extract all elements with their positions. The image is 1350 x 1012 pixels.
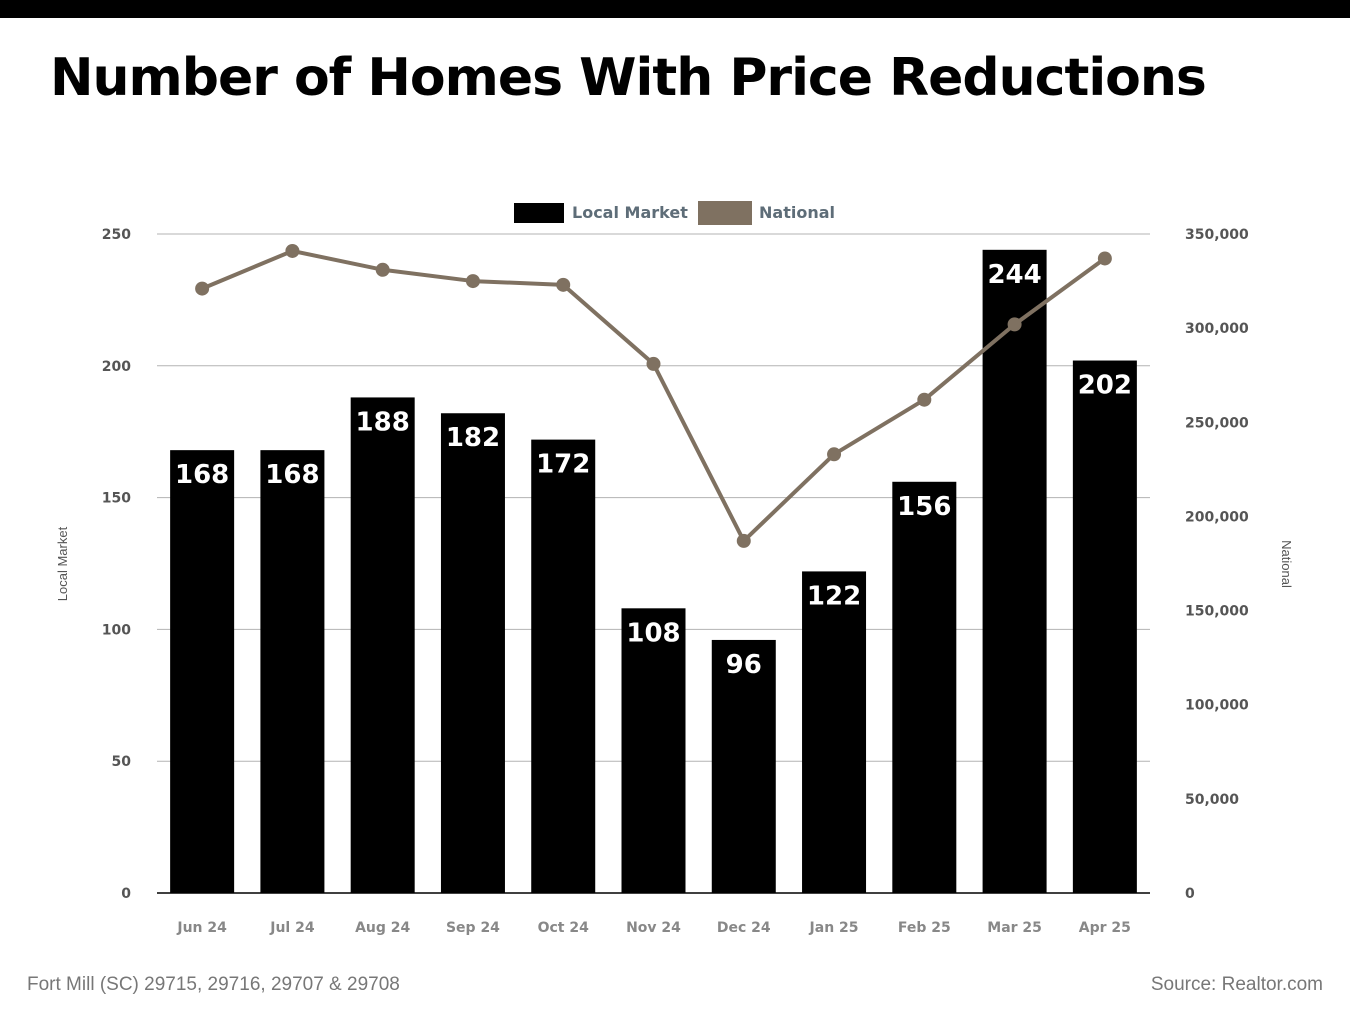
- bar-data-label: 182: [446, 423, 500, 453]
- bar-data-label: 108: [626, 618, 680, 648]
- bar-data-label: 188: [356, 407, 410, 437]
- x-tick-label: Dec 24: [717, 920, 771, 936]
- national-point: [375, 262, 390, 277]
- bar-data-label: 122: [807, 581, 861, 611]
- y2-tick-label: 0: [1185, 886, 1195, 902]
- bar-data-label: 156: [897, 492, 951, 522]
- x-tick-label: Jan 25: [809, 920, 859, 936]
- y-tick-label: 250: [102, 227, 131, 243]
- y2-axis-title: National: [1279, 540, 1294, 588]
- bar: [170, 450, 235, 893]
- legend-swatch-national: [698, 201, 752, 225]
- chart-title: Number of Homes With Price Reductions: [50, 48, 1207, 108]
- national-point: [827, 447, 842, 462]
- x-tick-label: Oct 24: [538, 920, 590, 936]
- national-point: [646, 356, 661, 371]
- bar: [802, 571, 867, 893]
- national-point: [1097, 251, 1112, 266]
- national-point: [285, 243, 300, 258]
- x-tick-label: Mar 25: [987, 920, 1042, 936]
- x-tick-label: Jul 24: [269, 920, 315, 936]
- legend-label-local-market: Local Market: [572, 203, 688, 222]
- x-tick-label: Jun 24: [176, 920, 227, 936]
- bar-data-label: 244: [987, 260, 1041, 290]
- y-tick-label: 0: [121, 886, 131, 902]
- y-axis-title: Local Market: [55, 526, 70, 601]
- y2-tick-label: 250,000: [1185, 415, 1249, 431]
- y2-tick-label: 150,000: [1185, 604, 1249, 620]
- bar: [260, 450, 325, 893]
- footer-source: Source: Realtor.com: [1150, 974, 1323, 995]
- bar-data-label: 96: [726, 650, 762, 680]
- y2-tick-label: 50,000: [1185, 792, 1239, 808]
- bar-data-label: 168: [265, 460, 319, 490]
- x-tick-label: Aug 24: [355, 920, 410, 936]
- bar: [711, 639, 776, 893]
- x-tick-label: Sep 24: [446, 920, 500, 936]
- y-tick-label: 200: [102, 359, 131, 375]
- national-point: [556, 277, 571, 292]
- bar: [892, 481, 957, 893]
- y2-tick-label: 350,000: [1185, 227, 1249, 243]
- bar-data-label: 172: [536, 450, 590, 480]
- bar: [621, 608, 686, 893]
- bar: [531, 439, 596, 893]
- national-point: [917, 392, 932, 407]
- x-tick-label: Feb 25: [898, 920, 951, 936]
- top-bar: [0, 0, 1350, 18]
- bar: [350, 397, 415, 893]
- x-tick-label: Apr 25: [1079, 920, 1131, 936]
- bar: [982, 249, 1047, 894]
- y-tick-label: 150: [102, 491, 131, 507]
- legend-swatch-local-market: [514, 203, 564, 223]
- national-point: [1007, 317, 1022, 332]
- y-tick-label: 100: [102, 622, 131, 638]
- national-point: [465, 274, 480, 289]
- y2-tick-label: 200,000: [1185, 509, 1249, 525]
- bar-data-label: 168: [175, 460, 229, 490]
- y2-tick-label: 100,000: [1185, 698, 1249, 714]
- legend-label-national: National: [759, 203, 835, 222]
- national-point: [736, 533, 751, 548]
- y2-tick-label: 300,000: [1185, 321, 1249, 337]
- y-tick-label: 50: [112, 754, 132, 770]
- combo-chart: 0 50 100 150 200 250 0 50,000 100,000 150,000 200,…: [55, 201, 1294, 936]
- national-point: [195, 281, 210, 296]
- bar: [1072, 360, 1137, 893]
- bar: [440, 413, 505, 893]
- bar-data-label: 202: [1078, 371, 1132, 401]
- x-tick-label: Nov 24: [626, 920, 681, 936]
- footer-location: Fort Mill (SC) 29715, 29716, 29707 & 297…: [27, 974, 400, 995]
